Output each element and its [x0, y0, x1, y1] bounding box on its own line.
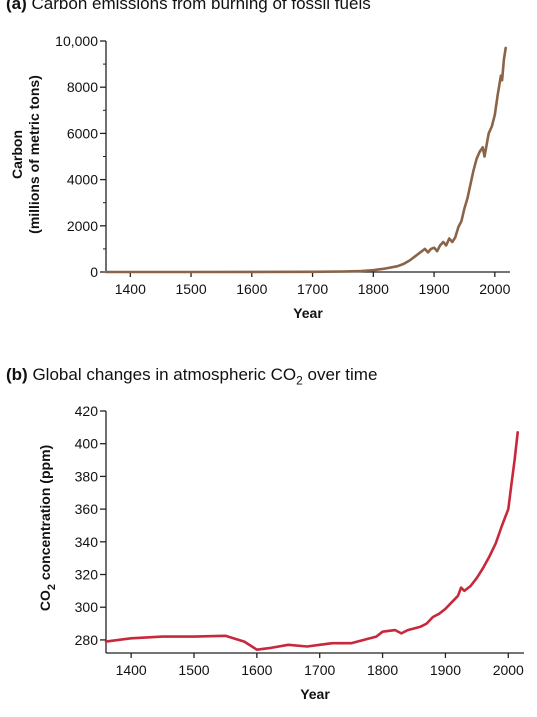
chart-b-y-axis-label-prefix: CO [37, 590, 53, 611]
chart-a-title: (a) Carbon emissions from burning of fos… [6, 0, 371, 14]
chart-a-y-tick-label: 4000 [67, 172, 98, 188]
chart-b-x-tick-label: 1900 [430, 662, 461, 678]
chart-a-y-tick-label: 6000 [67, 125, 98, 141]
chart-b-y-tick-label: 400 [75, 436, 99, 452]
chart-b-x-tick-label: 1700 [304, 662, 335, 678]
chart-b-series-line [104, 431, 519, 651]
chart-b-y-tick-label: 320 [75, 567, 99, 583]
chart-b-title-subscript: 2 [296, 373, 303, 388]
chart-a: 0 2000 4000 6000 8000 10,000 1400 1500 1600 1700 1… [9, 33, 511, 321]
chart-a-x-tick-label: 1500 [175, 281, 206, 297]
chart-a-title-text: Carbon emissions from burning of fossil … [31, 0, 371, 13]
chart-b-y-axis-label-subscript: 2 [46, 584, 58, 590]
chart-a-x-tick-label: 1900 [418, 281, 449, 297]
chart-b-y-tick-label: 360 [75, 501, 99, 517]
chart-b-panel-label: (b) [6, 365, 28, 384]
chart-a-y-tick-label: 0 [90, 264, 98, 280]
chart-a-y-tick-label: 2000 [67, 218, 98, 234]
chart-a-series-line [104, 46, 507, 274]
chart-a-y-tick-label: 10,000 [55, 33, 98, 49]
chart-b-y-tick-label: 420 [75, 403, 99, 419]
chart-b-y-axis-label: CO2 concentration (ppm) [37, 445, 58, 611]
chart-a-y-axis-label-line1: Carbon [9, 130, 25, 179]
chart-b-y-axis-label-suffix: concentration (ppm) [37, 445, 53, 584]
chart-a-panel-label: (a) [6, 0, 27, 13]
chart-b-x-tick-label: 1600 [241, 662, 272, 678]
chart-a-x-tick-label: 1800 [358, 281, 389, 297]
chart-b-y-tick-label: 340 [75, 534, 99, 550]
chart-b-title-text: Global changes in atmospheric CO [32, 365, 297, 384]
chart-a-x-tick-label: 2000 [479, 281, 510, 297]
chart-a-x-tick-label: 1700 [297, 281, 328, 297]
chart-a-x-tick-label: 1400 [115, 281, 146, 297]
chart-a-x-tick-label: 1600 [236, 281, 267, 297]
chart-b-title: (b) Global changes in atmospheric CO2 ov… [6, 365, 377, 387]
chart-b-x-axis-label: Year [300, 686, 330, 702]
chart-b-y-tick-label: 380 [75, 468, 99, 484]
chart-a-y-tick-label: 8000 [67, 79, 98, 95]
chart-b-x-tick-label: 2000 [493, 662, 524, 678]
chart-a-y-axis-label-line2: (millions of metric tons) [26, 75, 42, 234]
chart-b-y-tick-label: 280 [75, 632, 99, 648]
chart-b-y-tick-label: 300 [75, 599, 99, 615]
chart-a-x-axis-label: Year [293, 305, 323, 321]
chart-b-x-tick-label: 1500 [178, 662, 209, 678]
chart-b-x-tick-label: 1800 [367, 662, 398, 678]
chart-b-title-suffix: over time [302, 365, 378, 384]
chart-b-x-tick-label: 1400 [116, 662, 147, 678]
